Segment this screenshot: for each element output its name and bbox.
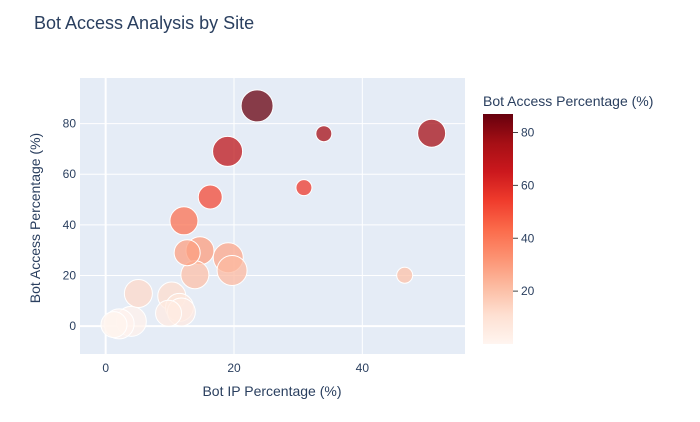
colorbar-tick-label: 20 xyxy=(521,284,535,298)
colorbar-ticks: 20 40 60 80 xyxy=(513,126,535,298)
data-point xyxy=(197,184,223,210)
data-point xyxy=(315,125,333,143)
data-point xyxy=(417,118,447,148)
colorbar-title: Bot Access Percentage (%) xyxy=(483,93,653,109)
data-point xyxy=(240,89,274,123)
data-point xyxy=(173,239,201,267)
data-point xyxy=(169,206,199,236)
data-point xyxy=(212,135,244,167)
y-tick-label: 0 xyxy=(69,319,76,333)
data-markers xyxy=(100,89,447,340)
colorbar-tick-label: 80 xyxy=(521,126,535,140)
y-tick-label: 60 xyxy=(63,167,77,181)
colorbar xyxy=(483,114,513,344)
chart-title: Bot Access Analysis by Site xyxy=(34,13,255,33)
data-point xyxy=(396,266,414,284)
data-point xyxy=(295,179,313,197)
data-point xyxy=(155,299,183,327)
colorbar-tick-label: 40 xyxy=(521,231,535,245)
data-point xyxy=(100,311,128,339)
x-axis-title: Bot IP Percentage (%) xyxy=(202,383,341,399)
data-point xyxy=(216,254,248,286)
x-tick-label: 20 xyxy=(227,361,241,375)
y-tick-label: 80 xyxy=(63,117,77,131)
y-tick-label: 20 xyxy=(63,269,77,283)
x-tick-label: 0 xyxy=(102,361,109,375)
y-axis-ticks: 0 20 40 60 80 xyxy=(63,117,77,334)
x-axis-ticks: 0 20 40 xyxy=(102,361,369,375)
y-tick-label: 40 xyxy=(63,218,77,232)
data-point xyxy=(123,278,153,308)
gridlines xyxy=(80,78,465,354)
x-tick-label: 40 xyxy=(356,361,370,375)
y-axis-title: Bot Access Percentage (%) xyxy=(27,133,43,303)
colorbar-tick-label: 60 xyxy=(521,178,535,192)
